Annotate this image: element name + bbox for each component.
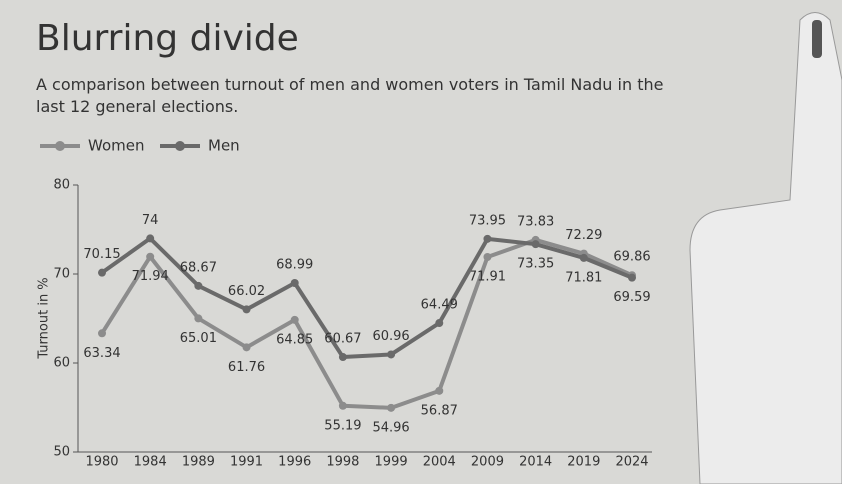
point <box>146 234 154 242</box>
y-tick-label: 50 <box>53 445 70 460</box>
point <box>532 240 540 248</box>
point <box>98 329 106 337</box>
data-label: 54.96 <box>372 420 409 435</box>
point <box>146 253 154 261</box>
data-label: 71.81 <box>565 270 602 285</box>
data-label: 69.59 <box>613 290 650 305</box>
data-label: 74 <box>142 213 159 228</box>
data-label: 73.83 <box>517 214 554 229</box>
x-tick-label: 1991 <box>230 455 263 470</box>
data-label: 60.67 <box>324 332 361 347</box>
chart-title: Blurring divide <box>36 18 299 59</box>
data-label: 56.87 <box>421 403 458 418</box>
x-tick-label: 2019 <box>567 455 600 470</box>
data-label: 60.96 <box>372 329 409 344</box>
data-label: 70.15 <box>83 247 120 262</box>
x-tick-label: 1999 <box>375 455 408 470</box>
data-label: 66.02 <box>228 284 265 299</box>
data-label: 61.76 <box>228 360 265 375</box>
y-axis-label: Turnout in % <box>37 277 52 359</box>
y-tick-label: 60 <box>53 356 70 371</box>
x-tick-label: 2009 <box>471 455 504 470</box>
point <box>243 343 251 351</box>
data-label: 71.91 <box>469 270 506 285</box>
data-label: 68.99 <box>276 257 313 272</box>
ink-mark <box>812 20 822 58</box>
point <box>339 402 347 410</box>
point <box>243 305 251 313</box>
point <box>291 316 299 324</box>
legend-label: Women <box>88 137 144 155</box>
legend-label: Men <box>208 137 240 155</box>
data-label: 64.85 <box>276 332 313 347</box>
x-tick-label: 2024 <box>615 455 648 470</box>
data-label: 68.67 <box>180 260 217 275</box>
page: Blurring divide A comparison between tur… <box>0 0 842 484</box>
x-tick-label: 2004 <box>423 455 456 470</box>
x-tick-label: 2014 <box>519 455 552 470</box>
data-label: 71.94 <box>132 269 169 284</box>
x-tick-label: 1984 <box>134 455 167 470</box>
x-tick-label: 1998 <box>326 455 359 470</box>
point <box>387 404 395 412</box>
data-label: 63.34 <box>83 346 120 361</box>
data-label: 64.49 <box>421 298 458 313</box>
point <box>291 279 299 287</box>
point <box>435 387 443 395</box>
x-tick-label: 1996 <box>278 455 311 470</box>
legend-marker <box>55 141 65 151</box>
y-tick-label: 80 <box>53 178 70 193</box>
data-label: 69.86 <box>613 250 650 265</box>
chart: Blurring divide A comparison between tur… <box>0 0 842 484</box>
data-label: 65.01 <box>180 331 217 346</box>
point <box>98 269 106 277</box>
data-label: 73.35 <box>517 257 554 272</box>
data-label: 72.29 <box>565 228 602 243</box>
point <box>483 253 491 261</box>
point <box>435 319 443 327</box>
x-tick-label: 1980 <box>85 455 118 470</box>
data-label: 73.95 <box>469 213 506 228</box>
point <box>628 274 636 282</box>
data-label: 55.19 <box>324 418 361 433</box>
point <box>194 282 202 290</box>
point <box>387 350 395 358</box>
x-tick-label: 1989 <box>182 455 215 470</box>
point <box>580 254 588 262</box>
point <box>194 314 202 322</box>
y-tick-label: 70 <box>53 267 70 282</box>
subtitle-box: A comparison between turnout of men and … <box>36 74 696 124</box>
point <box>483 235 491 243</box>
chart-subtitle: A comparison between turnout of men and … <box>36 74 696 118</box>
legend-marker <box>175 141 185 151</box>
point <box>339 353 347 361</box>
